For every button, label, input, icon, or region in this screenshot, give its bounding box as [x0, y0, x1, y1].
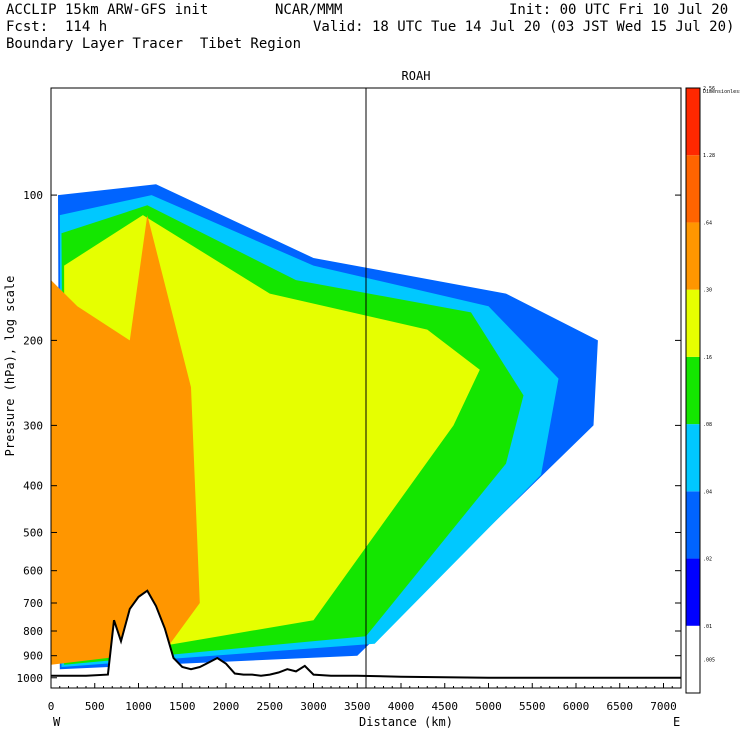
tracer-regions — [51, 184, 598, 670]
colorbar-segment — [686, 625, 700, 693]
colorbar-segment — [686, 424, 700, 492]
colorbar-label: .16 — [703, 355, 712, 361]
y-tick-label: 800 — [23, 625, 43, 638]
colorbar-segment — [686, 558, 700, 626]
x-tick-label: 0 — [48, 700, 55, 713]
x-tick-label: 6000 — [563, 700, 590, 713]
header-line2-right: Valid: 18 UTC Tue 14 Jul 20 (03 JST Wed … — [313, 19, 735, 35]
y-tick-label: 100 — [23, 189, 43, 202]
y-axis-ticks: 100 200 300 400 500 600 700 800 900 1000 — [17, 189, 681, 685]
header-line1-mid: NCAR/MMM — [275, 2, 343, 18]
x-tick-label: 5000 — [475, 700, 502, 713]
header-line2-left: Fcst: 114 h — [6, 19, 108, 35]
y-tick-label: 900 — [23, 650, 43, 663]
x-tick-label: 3500 — [344, 700, 371, 713]
x-axis-east-label: E — [673, 715, 680, 729]
x-tick-label: 5500 — [519, 700, 546, 713]
x-axis-west-label: W — [53, 715, 61, 729]
terrain-line — [51, 589, 681, 679]
colorbar-label: .30 — [703, 288, 712, 294]
x-tick-label: 4500 — [432, 700, 459, 713]
x-tick-label: 3000 — [300, 700, 327, 713]
colorbar-segment — [686, 491, 700, 559]
y-tick-label: 500 — [23, 526, 43, 539]
x-tick-label: 4000 — [388, 700, 415, 713]
colorbar-frame — [685, 87, 701, 694]
x-tick-label: 2500 — [257, 700, 284, 713]
x-axis-ticks: 0 500 1000 1500 2000 2500 3000 3500 4000 4500 5000… — [48, 683, 677, 713]
x-tick-label: 6500 — [607, 700, 634, 713]
colorbar-label: .005 — [703, 657, 715, 663]
x-tick-label: 1500 — [169, 700, 196, 713]
y-tick-label: 300 — [23, 419, 43, 432]
y-tick-label: 400 — [23, 480, 43, 493]
colorbar-label: Dimensionless — [703, 89, 740, 95]
colorbar-label: .01 — [703, 624, 712, 630]
header-line1-right: Init: 00 UTC Fri 10 Jul 20 — [509, 2, 729, 18]
y-tick-label: 200 — [23, 334, 43, 347]
colorbar-label: 1.28 — [703, 153, 715, 159]
colorbar-label: 2.56 — [703, 86, 715, 92]
y-tick-label: 600 — [23, 565, 43, 578]
y-tick-label: 1000 — [17, 672, 44, 685]
header-line1-left: ACCLIP 15km ARW-GFS init — [6, 2, 209, 18]
colorbar: .005 .01 .02 .04 .08 .16 .30 .64 1.28 2.56Dimensi… — [685, 86, 740, 694]
colorbar-segment — [686, 222, 700, 290]
colorbar-segment — [686, 356, 700, 425]
x-tick-label: 1000 — [125, 700, 152, 713]
x-tick-label: 2000 — [213, 700, 240, 713]
colorbar-label: .08 — [703, 422, 712, 428]
tracer-region-4 — [51, 215, 200, 665]
colorbar-segment — [686, 155, 700, 223]
colorbar-label: .02 — [703, 557, 712, 563]
chart-title: ROAH — [402, 69, 431, 83]
y-axis-label: Pressure (hPa), log scale — [3, 276, 17, 457]
y-tick-label: 700 — [23, 597, 43, 610]
x-tick-label: 7000 — [650, 700, 677, 713]
x-tick-label: 500 — [85, 700, 105, 713]
colorbar-segment — [686, 88, 700, 156]
header-line3-left: Boundary Layer Tracer Tibet Region — [6, 36, 302, 52]
terrain-layer — [51, 589, 681, 688]
colorbar-segment — [686, 289, 700, 357]
x-axis-label: Distance (km) — [359, 715, 453, 729]
colorbar-label: .04 — [703, 489, 712, 495]
colorbar-label: .64 — [703, 220, 712, 226]
